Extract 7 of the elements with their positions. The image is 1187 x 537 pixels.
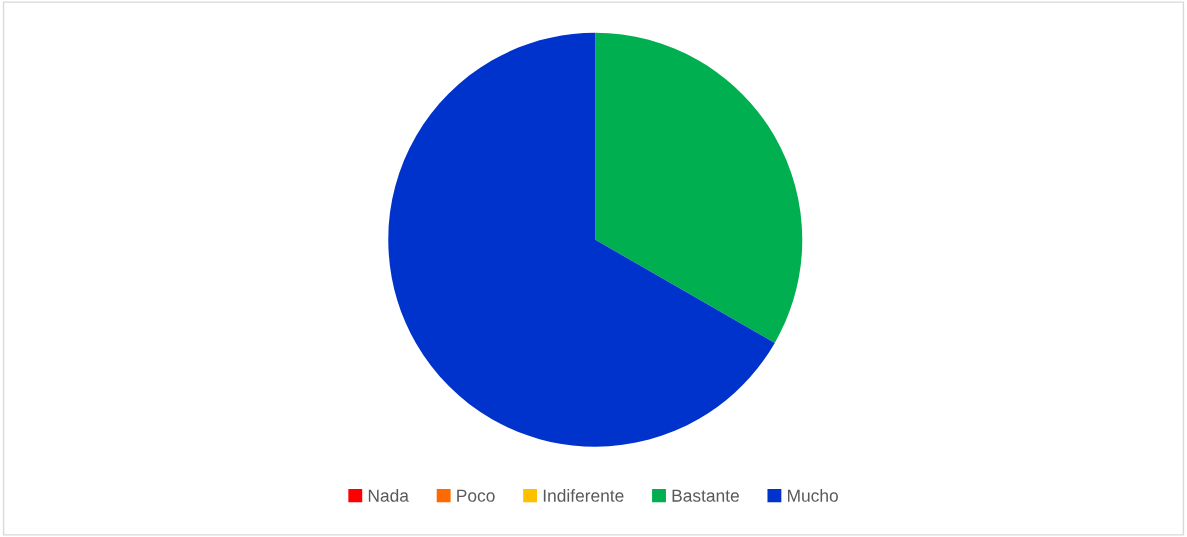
pie-slice	[595, 32, 803, 343]
legend-label: Bastante	[672, 489, 739, 502]
legend-label: Poco	[457, 489, 495, 502]
legend-label: Indiferente	[543, 489, 624, 502]
legend-label: Nada	[368, 489, 409, 502]
legend-label: Mucho	[787, 489, 838, 502]
pie-slice	[388, 32, 775, 447]
